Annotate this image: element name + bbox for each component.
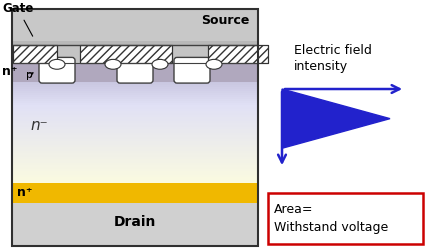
Bar <box>80 45 172 63</box>
Bar <box>13 97 257 101</box>
FancyBboxPatch shape <box>117 57 153 83</box>
FancyBboxPatch shape <box>174 57 210 83</box>
Bar <box>13 157 257 161</box>
Bar <box>13 10 257 41</box>
Bar <box>13 153 257 157</box>
Bar <box>13 121 257 124</box>
Bar <box>13 105 257 108</box>
Bar <box>13 171 257 175</box>
Bar <box>13 89 257 92</box>
Bar <box>208 45 268 63</box>
Bar <box>13 45 57 63</box>
Bar <box>80 45 172 63</box>
Bar <box>13 203 257 245</box>
Bar <box>13 123 257 127</box>
Bar <box>12 9 258 246</box>
Bar <box>13 161 257 165</box>
Bar <box>13 113 257 116</box>
Ellipse shape <box>49 59 65 69</box>
Bar <box>13 10 257 66</box>
Bar <box>13 71 257 74</box>
Text: Electric field
intensity: Electric field intensity <box>294 44 372 73</box>
Bar <box>13 149 257 153</box>
Bar <box>13 145 257 149</box>
Bar <box>13 131 257 135</box>
Bar <box>13 79 257 82</box>
Bar <box>13 143 257 147</box>
Bar <box>13 63 257 66</box>
Bar <box>13 65 257 68</box>
Bar <box>13 127 257 131</box>
Bar <box>13 147 257 151</box>
Bar <box>13 179 257 183</box>
Bar <box>13 125 257 129</box>
Bar <box>12 9 258 246</box>
Bar <box>13 137 257 141</box>
Bar <box>13 163 257 167</box>
Bar <box>13 101 257 105</box>
Bar <box>13 181 257 185</box>
FancyBboxPatch shape <box>39 57 75 83</box>
Text: p: p <box>26 70 33 80</box>
Bar <box>13 81 257 84</box>
Bar <box>13 173 257 177</box>
Text: Area=
Withstand voltage: Area= Withstand voltage <box>274 203 388 234</box>
Bar <box>13 83 257 86</box>
Bar <box>13 95 257 99</box>
Bar <box>13 183 257 203</box>
Bar <box>13 115 257 118</box>
Bar <box>13 111 257 114</box>
Polygon shape <box>282 89 390 148</box>
Bar <box>13 119 257 122</box>
Bar <box>13 169 257 173</box>
Bar <box>13 109 257 112</box>
Bar <box>13 91 257 94</box>
Text: Source: Source <box>202 14 250 27</box>
Bar <box>13 139 257 143</box>
Ellipse shape <box>152 59 168 69</box>
Ellipse shape <box>105 59 121 69</box>
Bar <box>13 45 57 63</box>
Bar <box>13 93 257 97</box>
Bar <box>13 75 257 78</box>
Bar <box>13 129 257 133</box>
Bar <box>13 41 257 45</box>
Text: n⁺: n⁺ <box>17 186 33 199</box>
Bar <box>13 103 257 107</box>
Bar <box>13 99 257 103</box>
Bar <box>13 155 257 159</box>
Bar <box>13 77 257 80</box>
Text: n⁺: n⁺ <box>2 65 18 78</box>
Bar <box>13 67 257 70</box>
Bar <box>13 64 257 82</box>
Bar <box>13 107 257 110</box>
Bar <box>13 177 257 181</box>
Bar <box>13 133 257 137</box>
Bar <box>208 45 268 63</box>
Ellipse shape <box>206 59 222 69</box>
Text: Drain: Drain <box>114 215 156 229</box>
Bar <box>13 151 257 155</box>
Bar <box>13 85 257 88</box>
Bar <box>13 175 257 179</box>
Bar <box>13 165 257 169</box>
Text: n⁻: n⁻ <box>30 118 48 133</box>
Bar <box>13 69 257 72</box>
Bar <box>13 159 257 163</box>
Bar <box>13 87 257 90</box>
Bar <box>13 167 257 171</box>
Text: Gate: Gate <box>2 2 34 36</box>
Bar <box>13 73 257 76</box>
Bar <box>13 141 257 145</box>
Bar <box>13 117 257 120</box>
Bar <box>13 135 257 139</box>
Bar <box>268 193 423 244</box>
